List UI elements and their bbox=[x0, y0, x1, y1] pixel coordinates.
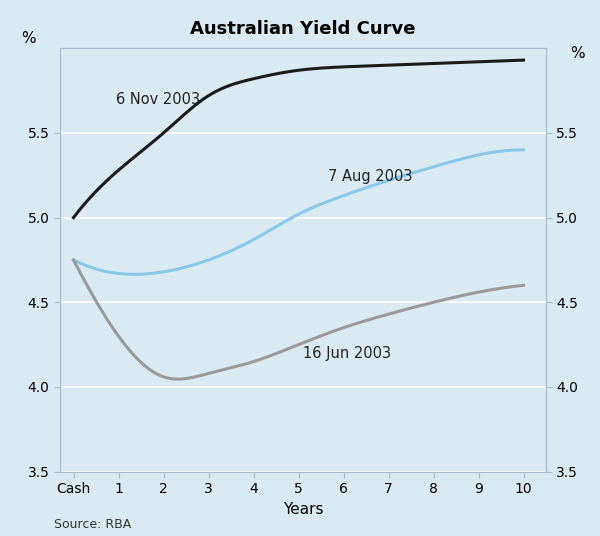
Text: 6 Nov 2003: 6 Nov 2003 bbox=[116, 92, 200, 107]
Y-axis label: %: % bbox=[570, 46, 585, 61]
Title: Australian Yield Curve: Australian Yield Curve bbox=[190, 20, 416, 39]
Text: 16 Jun 2003: 16 Jun 2003 bbox=[303, 346, 391, 361]
Y-axis label: %: % bbox=[21, 31, 36, 46]
X-axis label: Years: Years bbox=[283, 502, 323, 517]
Text: Source: RBA: Source: RBA bbox=[54, 518, 131, 531]
Text: 7 Aug 2003: 7 Aug 2003 bbox=[328, 169, 412, 184]
